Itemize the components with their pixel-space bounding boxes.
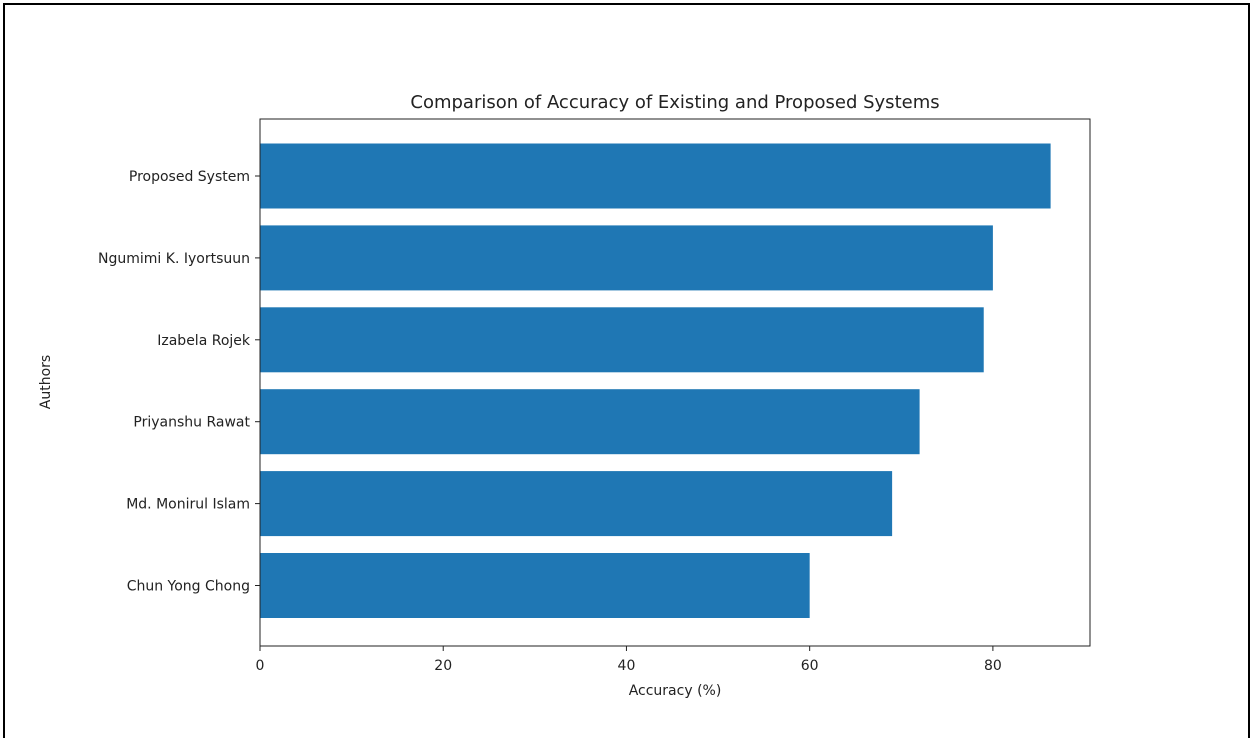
y-tick-label: Ngumimi K. Iyortsuun	[98, 251, 250, 267]
plot-area-frame	[259, 118, 1091, 647]
y-tick-label: Proposed System	[129, 169, 250, 185]
y-tick-label: Chun Yong Chong	[127, 579, 250, 595]
y-axis-label: Authors	[38, 355, 54, 409]
bar-ngumimi-k-iyortsuun	[260, 225, 993, 291]
x-axis-label: Accuracy (%)	[629, 683, 722, 699]
y-tick-label: Priyanshu Rawat	[133, 415, 250, 431]
y-tick-label: Md. Monirul Islam	[126, 497, 250, 513]
chart-title: Comparison of Accuracy of Existing and P…	[410, 92, 939, 113]
x-tick-label: 0	[256, 658, 265, 674]
bar-md-monirul-islam	[260, 471, 893, 537]
bar-izabela-rojek	[260, 307, 984, 373]
x-tick-label: 20	[434, 658, 452, 674]
bar-chun-yong-chong	[260, 553, 810, 618]
bar-priyanshu-rawat	[260, 389, 920, 455]
x-tick-label: 40	[618, 658, 636, 674]
y-tick-label: Izabela Rojek	[157, 333, 251, 349]
x-tick-label: 80	[984, 658, 1002, 674]
x-tick-label: 60	[801, 658, 819, 674]
bar-proposed-system	[260, 143, 1051, 209]
